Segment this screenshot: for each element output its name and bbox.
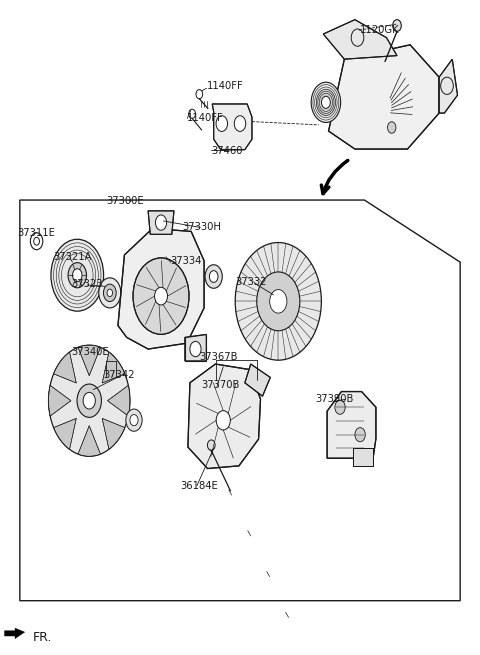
Circle shape: [316, 89, 336, 115]
Circle shape: [335, 400, 345, 415]
Polygon shape: [212, 104, 252, 150]
Polygon shape: [185, 334, 206, 361]
Text: 37342: 37342: [104, 369, 135, 379]
Text: 37370B: 37370B: [202, 380, 240, 390]
Circle shape: [126, 409, 142, 431]
Text: 37390B: 37390B: [316, 394, 354, 404]
Polygon shape: [323, 20, 397, 59]
Text: 37340E: 37340E: [72, 347, 109, 358]
Circle shape: [216, 116, 228, 132]
Circle shape: [234, 116, 246, 132]
Circle shape: [99, 278, 121, 308]
Text: 37311E: 37311E: [17, 228, 55, 238]
Polygon shape: [102, 419, 125, 449]
Text: 1140FF: 1140FF: [206, 81, 243, 90]
Text: 1120GK: 1120GK: [360, 25, 399, 35]
Text: 37332: 37332: [235, 277, 267, 287]
Polygon shape: [78, 345, 100, 376]
Polygon shape: [118, 229, 204, 349]
Text: 37321A: 37321A: [53, 252, 92, 262]
Polygon shape: [108, 385, 130, 416]
Circle shape: [216, 411, 230, 430]
Polygon shape: [54, 352, 76, 383]
Polygon shape: [245, 364, 270, 396]
Circle shape: [83, 392, 96, 409]
Polygon shape: [102, 352, 125, 383]
Polygon shape: [148, 211, 174, 234]
Circle shape: [68, 263, 86, 288]
Text: 37334: 37334: [170, 257, 202, 267]
Circle shape: [77, 384, 101, 417]
Circle shape: [72, 269, 82, 282]
Circle shape: [190, 341, 201, 357]
Text: 1140FF: 1140FF: [187, 113, 224, 123]
Circle shape: [103, 284, 116, 301]
Circle shape: [209, 271, 218, 282]
Circle shape: [155, 288, 168, 305]
Circle shape: [355, 428, 365, 441]
Polygon shape: [48, 385, 71, 416]
Circle shape: [270, 290, 287, 313]
Circle shape: [393, 20, 401, 31]
Polygon shape: [327, 392, 376, 458]
Text: 37300E: 37300E: [106, 196, 144, 206]
Text: 37367B: 37367B: [199, 352, 238, 362]
Polygon shape: [78, 426, 100, 457]
Circle shape: [311, 82, 341, 122]
Circle shape: [133, 258, 189, 334]
Circle shape: [205, 265, 222, 288]
Circle shape: [235, 242, 322, 360]
Polygon shape: [439, 59, 457, 113]
Circle shape: [387, 122, 396, 133]
Circle shape: [322, 96, 330, 108]
Text: 37460: 37460: [211, 146, 243, 156]
Polygon shape: [4, 628, 24, 639]
Circle shape: [207, 440, 215, 451]
Circle shape: [48, 345, 130, 457]
Circle shape: [107, 289, 113, 297]
Circle shape: [51, 239, 104, 311]
Text: 36184E: 36184E: [180, 481, 218, 491]
Text: 37330H: 37330H: [182, 223, 221, 233]
Polygon shape: [328, 45, 439, 149]
Polygon shape: [54, 419, 76, 449]
Polygon shape: [353, 449, 373, 466]
Circle shape: [130, 415, 138, 426]
Text: 37323: 37323: [72, 280, 103, 290]
Circle shape: [257, 272, 300, 331]
Circle shape: [156, 215, 167, 231]
Text: FR.: FR.: [33, 631, 53, 644]
Polygon shape: [188, 364, 261, 468]
